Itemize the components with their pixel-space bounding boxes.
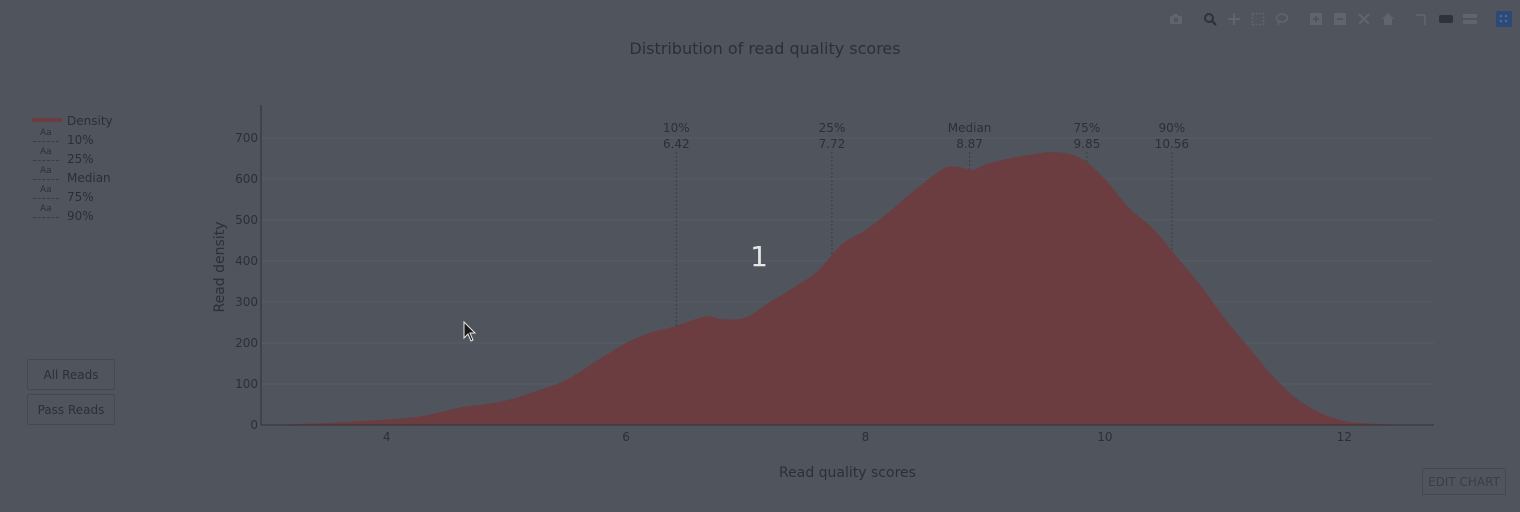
legend-item-90[interactable]: Aa 90% — [30, 204, 113, 225]
spike-lines-icon[interactable] — [1414, 11, 1430, 27]
x-tick-label: 8 — [862, 430, 870, 444]
legend-swatch: Aa — [30, 147, 62, 168]
quantile-value-label: 7.72 — [819, 137, 846, 151]
quantile-marker: 25% 7.72 — [819, 121, 846, 256]
quantile-label: 75% — [1074, 121, 1101, 135]
hover-compare-icon[interactable] — [1462, 11, 1478, 27]
mouse-cursor-icon — [463, 321, 477, 342]
plotly-logo-icon[interactable] — [1496, 11, 1512, 27]
autoscale-icon[interactable] — [1356, 11, 1372, 27]
quantile-value-label: 8.87 — [956, 137, 983, 151]
legend-item-25[interactable]: Aa 25% — [30, 147, 113, 168]
y-axis-ticks: 0 100 200 300 400 500 600 700 — [235, 131, 258, 432]
camera-icon[interactable] — [1168, 11, 1184, 27]
x-tick-label: 10 — [1097, 430, 1112, 444]
legend-label: 90% — [67, 208, 94, 223]
y-tick-label: 500 — [235, 213, 258, 227]
quantile-markers: 10% 6.42 25% 7.72 Median 8.87 75% 9.85 90% 10.56 — [663, 121, 1189, 326]
zoom-in-icon[interactable] — [1308, 11, 1324, 27]
legend-label: 10% — [67, 132, 94, 147]
y-tick-label: 300 — [235, 295, 258, 309]
legend-label: Median — [67, 170, 111, 185]
quantile-label: 25% — [819, 121, 846, 135]
quantile-label: Median — [948, 121, 992, 135]
quantile-label: 90% — [1159, 121, 1186, 135]
chart-annotation: 1 — [750, 240, 768, 273]
pan-icon[interactable] — [1226, 11, 1242, 27]
quantile-marker: Median 8.87 — [948, 121, 992, 170]
y-tick-label: 100 — [235, 377, 258, 391]
x-tick-label: 12 — [1337, 430, 1352, 444]
y-tick-label: 400 — [235, 254, 258, 268]
x-tick-label: 4 — [383, 430, 391, 444]
legend-swatch: Aa — [30, 204, 62, 225]
y-tick-label: 700 — [235, 131, 258, 145]
legend-swatch: Aa — [30, 185, 62, 206]
legend-item-median[interactable]: Aa Median — [30, 166, 113, 187]
quantile-marker: 75% 9.85 — [1074, 121, 1101, 164]
y-axis-label: Read density — [212, 222, 228, 313]
home-icon[interactable] — [1380, 11, 1396, 27]
x-tick-label: 6 — [622, 430, 630, 444]
quantile-value-label: 10.56 — [1155, 137, 1189, 151]
x-axis-label: Read quality scores — [779, 465, 916, 481]
legend-item-75[interactable]: Aa 75% — [30, 185, 113, 206]
legend-label: 25% — [67, 151, 94, 166]
quantile-value-label: 9.85 — [1074, 137, 1101, 151]
y-tick-label: 200 — [235, 336, 258, 350]
y-tick-label: 600 — [235, 172, 258, 186]
legend[interactable]: Density Aa 10% Aa 25% Aa Median Aa 75% A… — [30, 111, 113, 225]
legend-item-10[interactable]: Aa 10% — [30, 128, 113, 149]
legend-item-density[interactable]: Density — [30, 111, 113, 130]
pass-reads-button[interactable]: Pass Reads — [27, 394, 115, 425]
quantile-label: 10% — [663, 121, 690, 135]
chart-modebar — [1160, 10, 1512, 28]
x-axis-ticks: 4 6 8 10 12 — [383, 430, 1352, 444]
legend-label: Density — [67, 113, 113, 128]
quantile-marker: 90% 10.56 — [1155, 121, 1189, 252]
quantile-value-label: 6.42 — [663, 137, 690, 151]
legend-swatch: Aa — [30, 166, 62, 187]
legend-swatch — [30, 111, 62, 130]
zoom-icon[interactable] — [1202, 11, 1218, 27]
chart-title: Distribution of read quality scores — [629, 39, 901, 58]
edit-chart-button[interactable]: EDIT CHART — [1422, 468, 1506, 495]
all-reads-button[interactable]: All Reads — [27, 359, 115, 390]
legend-swatch: Aa — [30, 128, 62, 149]
legend-label: 75% — [67, 189, 94, 204]
box-select-icon[interactable] — [1250, 11, 1266, 27]
y-tick-label: 0 — [250, 418, 258, 432]
zoom-out-icon[interactable] — [1332, 11, 1348, 27]
hover-closest-icon[interactable] — [1438, 11, 1454, 27]
lasso-icon[interactable] — [1274, 11, 1290, 27]
quantile-marker: 10% 6.42 — [663, 121, 690, 326]
density-area — [266, 152, 1405, 426]
